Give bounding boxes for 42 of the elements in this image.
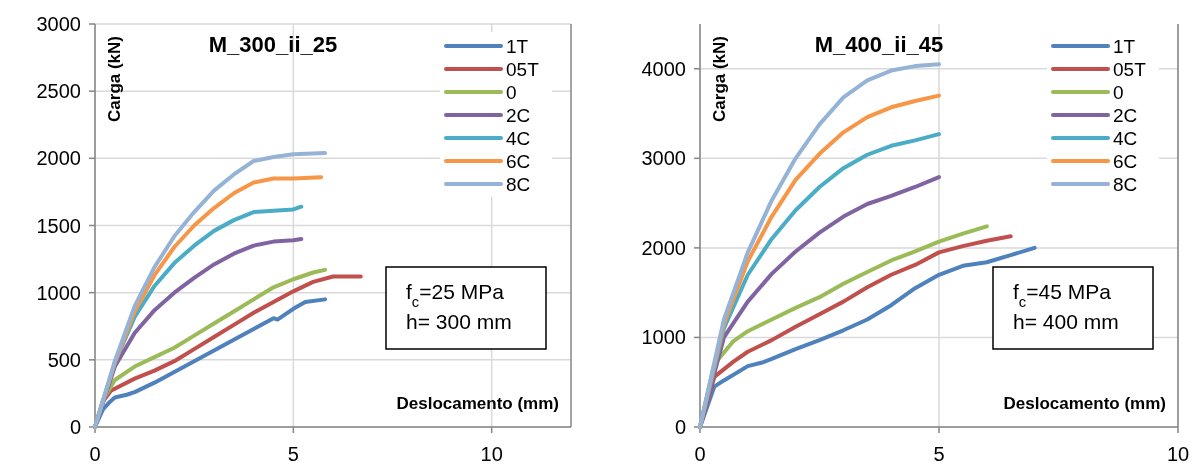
y-tick-label: 1000 <box>36 281 81 304</box>
y-axis-title: Carga (kN) <box>105 36 124 122</box>
x-tick-label: 5 <box>287 443 299 465</box>
y-tick-label: 500 <box>47 348 81 371</box>
legend-label: 4C <box>506 127 531 149</box>
legend-label: 0 <box>1113 81 1124 103</box>
legend-label: 8C <box>1113 173 1138 195</box>
legend-label: 8C <box>506 173 531 195</box>
y-tick-label: 0 <box>69 416 81 438</box>
x-axis-title: Deslocamento (mm) <box>396 394 559 413</box>
y-tick-label: 2500 <box>36 80 81 103</box>
legend-label: 05T <box>506 58 540 80</box>
x-tick-label: 5 <box>933 443 945 465</box>
y-tick-label: 1000 <box>641 326 686 349</box>
y-tick-label: 0 <box>674 416 686 438</box>
legend-label: 05T <box>1113 58 1147 80</box>
legend-label: 2C <box>1113 104 1138 126</box>
y-tick-label: 3000 <box>36 13 81 35</box>
legend-label: 1T <box>1113 35 1136 57</box>
x-tick-label: 0 <box>694 443 706 465</box>
chart-title: M_400_ii_45 <box>814 32 944 57</box>
x-axis-title: Deslocamento (mm) <box>1003 394 1166 413</box>
legend-label: 6C <box>1113 150 1138 172</box>
y-tick-label: 3000 <box>641 147 686 170</box>
annotation: h= 300 mm <box>406 310 512 333</box>
x-tick-label: 0 <box>89 443 101 465</box>
y-tick-label: 4000 <box>641 57 686 80</box>
legend-label: 1T <box>506 35 529 57</box>
y-tick-label: 2000 <box>36 147 81 170</box>
y-axis-title: Carga (kN) <box>710 36 729 122</box>
legend-label: 2C <box>506 104 531 126</box>
legend-label: 6C <box>506 150 531 172</box>
y-tick-label: 1500 <box>36 214 81 237</box>
legend-label: 4C <box>1113 127 1138 149</box>
annotation: h= 400 mm <box>1013 310 1119 333</box>
annotation: f$_{c}$=25 MPa <box>406 280 505 310</box>
x-tick-label: 10 <box>1166 443 1190 465</box>
x-tick-label: 10 <box>480 443 503 465</box>
y-tick-label: 2000 <box>641 236 686 259</box>
legend-label: 0 <box>506 81 517 103</box>
chart-title: M_300_ii_25 <box>208 32 338 57</box>
annotation: f$_{c}$=45 MPa <box>1013 280 1112 310</box>
